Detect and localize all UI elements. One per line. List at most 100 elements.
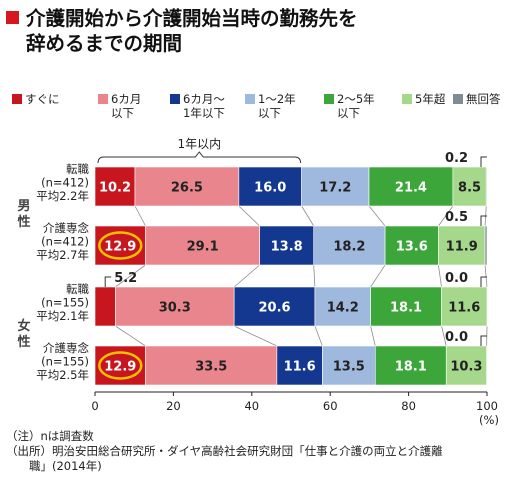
data-label: 12.9 xyxy=(104,360,136,375)
data-label: 0.0 xyxy=(445,330,468,345)
title-marker xyxy=(6,11,19,24)
group-label: 男 xyxy=(17,199,30,214)
data-label: 5.2 xyxy=(114,271,137,286)
data-label: 17.2 xyxy=(319,181,351,196)
data-label: 13.5 xyxy=(333,360,365,375)
bar-segment xyxy=(233,286,316,327)
data-label: 29.1 xyxy=(187,240,219,255)
data-label: 26.5 xyxy=(171,181,203,196)
category-label: 平均2.1年 xyxy=(36,309,89,323)
connector-line xyxy=(314,325,323,347)
bar-segment xyxy=(301,166,370,207)
data-label: 13.6 xyxy=(396,240,428,255)
callout-line xyxy=(480,276,487,287)
connector-line xyxy=(115,264,146,288)
bar-segment xyxy=(238,166,302,207)
bar-segment xyxy=(485,166,488,207)
data-label: 18.1 xyxy=(395,360,427,375)
data-label: 16.0 xyxy=(254,181,286,196)
connector-line xyxy=(368,205,386,227)
legend-swatch xyxy=(402,94,412,104)
x-tick-label: 60 xyxy=(323,399,338,413)
legend-item: 無回答 xyxy=(453,92,501,106)
data-label: 11.6 xyxy=(284,360,316,375)
legend-item: 6カ月 以下 xyxy=(98,92,141,120)
legend-item: 2〜5年 以下 xyxy=(324,92,375,120)
connector-line xyxy=(115,325,146,347)
connector-line xyxy=(233,325,278,347)
highlight-circle xyxy=(98,351,143,380)
legend-swatch xyxy=(245,94,255,104)
bar-segment xyxy=(145,345,278,386)
category-label: 平均2.2年 xyxy=(36,189,89,203)
category-label: 平均2.7年 xyxy=(36,248,89,262)
callout-line xyxy=(480,335,487,346)
bar-segment xyxy=(452,166,487,207)
data-label: 14.2 xyxy=(327,301,359,316)
category-label: 転職 xyxy=(66,162,89,176)
category-label: (n=412) xyxy=(41,176,89,190)
legend-label: すぐに xyxy=(25,92,60,106)
bar-segment xyxy=(370,286,442,327)
bar-segment xyxy=(322,345,376,386)
x-unit-label: (%) xyxy=(479,413,499,427)
highlight-circle xyxy=(98,231,143,260)
note-line: （注）nは調査数 xyxy=(6,429,94,443)
bar-segment xyxy=(445,345,487,386)
legend-swatch xyxy=(12,94,22,104)
legend-swatch xyxy=(453,94,463,104)
bar-segment xyxy=(368,166,454,207)
bar-segment xyxy=(94,286,116,327)
group-label: 女 xyxy=(17,318,30,334)
legend-label: 2〜5年 以下 xyxy=(337,92,375,120)
data-label: 18.2 xyxy=(333,240,365,255)
category-label: 介護専念 xyxy=(43,221,89,235)
bar-segment xyxy=(438,225,486,266)
data-label: 10.2 xyxy=(99,181,131,196)
category-label: (n=412) xyxy=(41,235,89,249)
x-tick-label: 80 xyxy=(401,399,416,413)
chart-title: 介護開始から介護開始当時の勤務先を 辞めるまでの期間 xyxy=(26,7,358,55)
x-tick-label: 40 xyxy=(244,399,259,413)
group-label: 性 xyxy=(17,334,30,350)
legend-item: 6カ月〜 1年以下 xyxy=(170,92,225,120)
bar-segment xyxy=(441,286,488,327)
connector-line xyxy=(370,264,386,288)
legend-swatch xyxy=(324,94,334,104)
data-label: 21.4 xyxy=(395,181,427,196)
data-label: 13.8 xyxy=(271,240,303,255)
legend-item: 5年超 xyxy=(402,92,445,106)
callout-line xyxy=(480,156,487,167)
connector-line xyxy=(370,325,376,347)
data-label: 0.2 xyxy=(445,151,468,166)
callout-line xyxy=(104,276,112,287)
bracket-label: 1年以内 xyxy=(177,137,221,151)
category-label: 転職 xyxy=(66,282,89,296)
connector-line xyxy=(238,205,260,227)
connector-line xyxy=(437,264,442,288)
bar-segment xyxy=(145,225,260,266)
bar-segment xyxy=(314,286,371,327)
bar-segment xyxy=(259,225,315,266)
data-label: 8.5 xyxy=(458,181,481,196)
data-label: 11.9 xyxy=(446,240,478,255)
callout-line xyxy=(480,215,487,226)
legend-item: 1〜2年 以下 xyxy=(245,92,296,120)
connector-line xyxy=(441,325,447,347)
bar-segment xyxy=(276,345,323,386)
bar-segment xyxy=(115,286,235,327)
legend-item: すぐに xyxy=(12,92,60,106)
data-label: 0.0 xyxy=(445,271,468,286)
legend: すぐに 6カ月 以下 6カ月〜 1年以下 1〜2年 以下 2〜5年 以下 5年超 無回答 xyxy=(10,92,515,132)
data-label: 0.5 xyxy=(445,210,468,225)
data-label: 11.6 xyxy=(448,301,480,316)
data-label: 12.9 xyxy=(104,240,136,255)
category-label: 平均2.5年 xyxy=(36,368,89,382)
data-label: 18.1 xyxy=(390,301,422,316)
legend-swatch xyxy=(98,94,108,104)
source-line: （出所）明治安田総合研究所・ダイヤ高齢社会研究財団「仕事と介護の両立と介護離 職… xyxy=(6,444,443,473)
category-label: (n=155) xyxy=(41,296,89,310)
connector-line xyxy=(438,205,454,227)
data-label: 20.6 xyxy=(258,301,290,316)
connector-line xyxy=(313,264,316,288)
